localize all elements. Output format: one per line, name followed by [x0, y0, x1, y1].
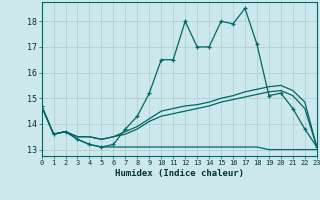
X-axis label: Humidex (Indice chaleur): Humidex (Indice chaleur) — [115, 169, 244, 178]
